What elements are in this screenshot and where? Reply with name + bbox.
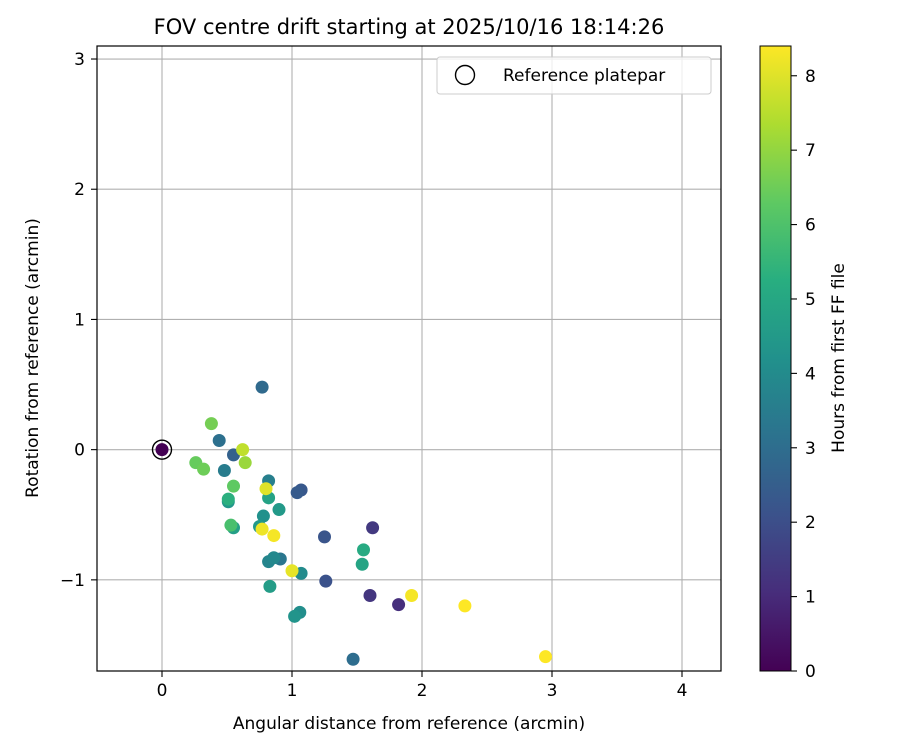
legend: Reference platepar — [436, 56, 712, 95]
scatter-point — [267, 529, 281, 543]
colorbar-tick-label: 0 — [805, 662, 816, 682]
colorbar: 0 1 2 3 4 5 6 7 8 Hours from first FF file — [759, 45, 849, 682]
scatter-point — [346, 652, 360, 666]
legend-box — [436, 56, 712, 95]
reference-platepar-marker — [151, 439, 173, 460]
y-tick-label: 2 — [74, 180, 85, 200]
colorbar-tick-label: 3 — [805, 439, 816, 459]
scatter-point — [224, 518, 238, 532]
y-tick-label: 3 — [74, 50, 85, 70]
colorbar-tick-label: 1 — [805, 588, 816, 608]
colorbar-tick-label: 5 — [805, 290, 816, 310]
scatter-point — [458, 599, 472, 613]
x-axis-title: Angular distance from reference (arcmin) — [233, 714, 585, 734]
x-tick-label: 0 — [157, 681, 168, 701]
scatter-point — [227, 479, 240, 493]
grid-lines — [97, 46, 721, 671]
scatter-point — [236, 443, 250, 457]
y-tick-label: 1 — [74, 310, 85, 330]
scatter-point — [155, 443, 169, 457]
chart-title: FOV centre drift starting at 2025/10/16 … — [154, 15, 665, 39]
scatter-point — [259, 482, 273, 496]
scatter-point — [255, 380, 269, 394]
y-axis-ticks: −1 0 1 2 3 — [60, 50, 97, 591]
colorbar-tick-label: 2 — [805, 513, 816, 533]
x-tick-label: 1 — [287, 681, 298, 701]
scatter-point — [217, 463, 231, 477]
colorbar-tick-label: 7 — [805, 141, 816, 161]
scatter-point — [212, 434, 226, 448]
scatter-point — [263, 579, 277, 593]
scatter-point — [267, 551, 281, 565]
scatter-point — [319, 574, 333, 588]
scatter-point — [363, 588, 377, 602]
scatter-point — [256, 509, 270, 523]
legend-reference-marker — [454, 64, 476, 86]
scatter-point — [221, 492, 235, 506]
scatter-point — [392, 598, 406, 612]
scatter-point — [204, 417, 218, 431]
legend-label: Reference platepar — [503, 66, 665, 86]
colorbar-label: Hours from first FF file — [829, 263, 849, 453]
scatter-point — [290, 486, 304, 500]
scatter-point — [288, 609, 302, 623]
scatter-point — [357, 543, 370, 557]
scatter-point — [255, 522, 269, 536]
plot-frame — [96, 45, 722, 672]
x-tick-label: 3 — [547, 681, 558, 701]
x-tick-label: 4 — [677, 681, 688, 701]
y-tick-label: 0 — [74, 441, 85, 461]
scatter-point — [355, 557, 369, 571]
y-tick-label: −1 — [60, 571, 85, 591]
x-tick-label: 2 — [417, 681, 428, 701]
x-axis-ticks: 0 1 2 3 4 — [157, 671, 688, 701]
scatter-point — [238, 456, 252, 470]
y-axis-title: Rotation from reference (arcmin) — [23, 218, 43, 498]
scatter-point — [197, 462, 211, 476]
scatter-point — [539, 650, 552, 664]
colorbar-tick-label: 4 — [805, 364, 816, 384]
scatter-point — [285, 564, 299, 578]
scatter-point — [366, 521, 380, 535]
data-points — [155, 380, 552, 666]
colorbar-gradient — [759, 45, 792, 672]
colorbar-tick-label: 6 — [805, 216, 816, 236]
scatter-point — [405, 588, 419, 602]
reference-marker — [151, 439, 173, 460]
colorbar-ticks: 0 1 2 3 4 5 6 7 8 — [791, 67, 816, 682]
scatter-point — [272, 503, 286, 517]
scatter-point — [318, 530, 331, 544]
colorbar-tick-label: 8 — [805, 67, 816, 87]
